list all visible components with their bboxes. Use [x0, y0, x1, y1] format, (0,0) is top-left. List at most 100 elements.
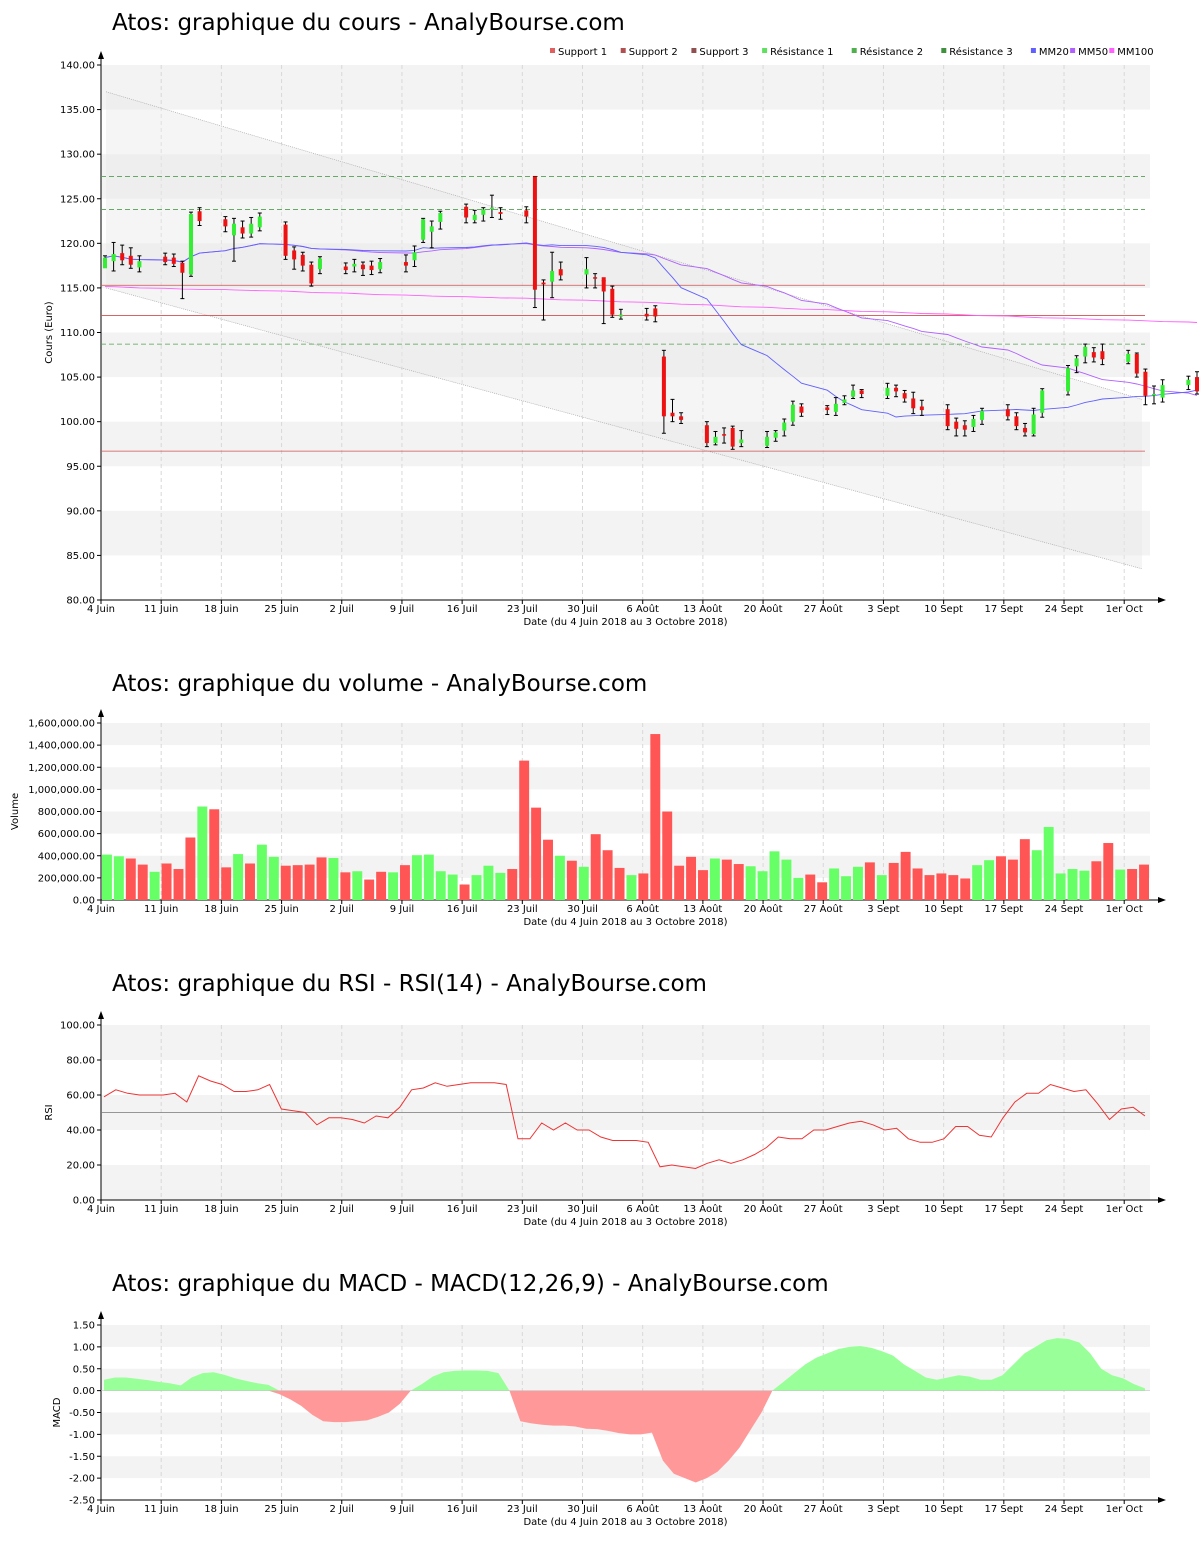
x-tick-label: 1er Oct [1106, 1204, 1143, 1215]
candle [722, 427, 727, 444]
volume-bar [292, 865, 303, 900]
volume-bar [245, 863, 255, 900]
x-tick-label: 23 Juil [507, 904, 538, 915]
x-tick-label: 6 Août [626, 603, 659, 615]
y-axis-label: RSI [44, 1104, 55, 1120]
candle [1083, 343, 1088, 364]
y-axis-label: MACD [52, 1397, 63, 1427]
candle [188, 211, 193, 277]
volume-bar [209, 809, 220, 900]
x-tick-label: 27 Août [804, 903, 843, 915]
y-tick-label: 1,600,000.00 [28, 719, 95, 730]
volume-bar [161, 863, 172, 900]
x-tick-label: 17 Sept [984, 1504, 1023, 1515]
y-tick-label: 90.00 [66, 506, 95, 517]
y-tick-label: 800,000.00 [38, 807, 95, 818]
x-tick-label: 10 Sept [924, 1504, 963, 1515]
candle [541, 279, 546, 321]
candle [765, 430, 770, 449]
candle [464, 203, 469, 224]
x-tick-label: 17 Sept [984, 1204, 1023, 1215]
volume-bar [554, 855, 565, 900]
volume-bar [268, 856, 279, 900]
volume-bar [185, 837, 196, 900]
volume-bar [495, 872, 506, 900]
candle [292, 246, 297, 270]
macd-chart-title: Atos: graphique du MACD - MACD(12,26,9) … [112, 1271, 829, 1297]
candle [1023, 422, 1028, 437]
volume-bar [793, 877, 804, 900]
candle [833, 397, 838, 416]
y-tick-label: -1.00 [69, 1430, 95, 1441]
volume-bar [328, 857, 339, 900]
volume-bar [340, 872, 351, 900]
legend-swatch [941, 48, 947, 53]
x-tick-label: 24 Sept [1045, 904, 1084, 915]
y-tick-label: 0.00 [73, 1196, 95, 1207]
volume-bar [1019, 839, 1030, 900]
candle [1160, 379, 1165, 403]
volume-bar [471, 875, 482, 900]
x-tick-label: 17 Sept [984, 604, 1023, 615]
y-tick-label: 400,000.00 [38, 851, 95, 862]
y-tick-label: 140.00 [60, 61, 95, 72]
volume-bar [590, 834, 601, 900]
candle [1100, 343, 1105, 366]
volume-bar [578, 866, 589, 900]
x-tick-label: 25 Juin [264, 1204, 298, 1215]
volume-bar [233, 854, 244, 900]
volume-bar [733, 864, 744, 900]
x-tick-label: 17 Sept [984, 904, 1023, 915]
volume-bar [447, 874, 458, 900]
y-tick-label: 200,000.00 [38, 873, 95, 884]
x-tick-label: 18 Juin [204, 904, 238, 915]
volume-bar [435, 871, 446, 900]
candle [283, 221, 288, 260]
x-tick-label: 16 Juil [447, 1504, 478, 1515]
volume-bar [125, 858, 136, 900]
x-tick-label: 9 Juil [390, 904, 414, 915]
x-tick-label: 3 Sept [867, 904, 899, 915]
legend-swatch [1109, 48, 1115, 53]
y-tick-label: 20.00 [66, 1161, 95, 1172]
legend-swatch [550, 48, 555, 53]
volume-bar [674, 865, 685, 900]
x-tick-label: 16 Juil [447, 1204, 478, 1215]
volume-bar [972, 865, 983, 900]
legend-swatch [1070, 48, 1076, 53]
candle [489, 194, 494, 218]
x-tick-label: 18 Juin [204, 1204, 238, 1215]
volume-bar [197, 806, 208, 900]
candle [550, 251, 555, 299]
volume-bar [912, 868, 923, 900]
legend-swatch [1030, 48, 1036, 53]
y-tick-label: 85.00 [66, 551, 95, 562]
volume-chart-title: Atos: graphique du volume - AnalyBourse.… [112, 671, 648, 697]
y-tick-label: 1,200,000.00 [28, 763, 95, 774]
x-axis-label: Date (du 4 Juin 2018 au 3 Octobre 2018) [523, 917, 727, 928]
price-chart-title: Atos: graphique du cours - AnalyBourse.c… [112, 10, 625, 36]
candle [360, 261, 365, 276]
volume-bar [531, 807, 542, 900]
legend-label: Support 1 [558, 47, 607, 58]
candle [300, 251, 305, 272]
x-tick-label: 9 Juil [390, 1204, 414, 1215]
x-tick-label: 9 Juil [390, 1504, 414, 1515]
candle [911, 391, 916, 415]
volume-bar [638, 873, 649, 900]
candle [954, 417, 959, 437]
legend-swatch [620, 48, 626, 53]
candle [859, 389, 864, 399]
candle [111, 241, 116, 272]
candle [971, 414, 976, 432]
macd-chart: -2.50 -2.00 -1.50 -1.00 -0.50 0.00 0.50 1.00 1.5… [52, 1311, 1166, 1528]
volume-bar [948, 875, 959, 900]
volume-bar [996, 856, 1006, 900]
volume-bar [566, 860, 577, 900]
volume-bar [543, 839, 553, 900]
x-tick-label: 25 Juin [264, 904, 298, 915]
candle [180, 260, 185, 300]
candle [842, 395, 847, 406]
x-tick-label: 3 Sept [867, 1204, 899, 1215]
x-tick-label: 1er Oct [1106, 1504, 1143, 1515]
